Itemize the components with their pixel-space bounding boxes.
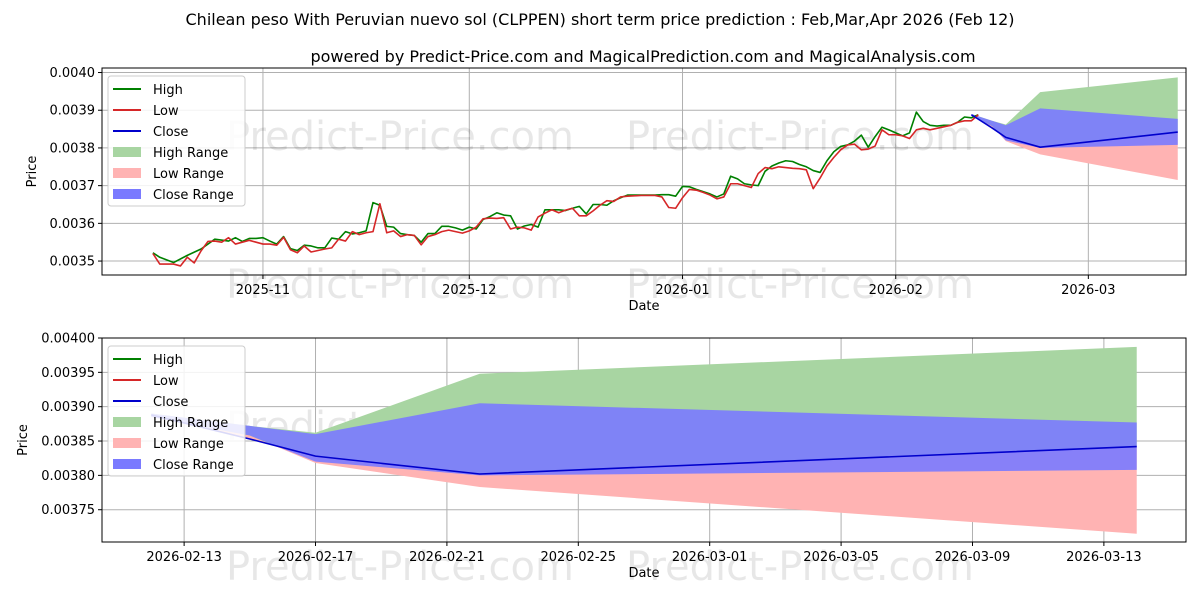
y-tick-label: 0.00375 [41, 503, 95, 518]
legend-box [107, 75, 246, 207]
plot-frame [101, 337, 1187, 543]
top-panel: Predict-Price.com Predict-Price.com Predic… [25, 66, 1187, 314]
legend-high-range-swatch [113, 147, 141, 157]
legend-close-range-swatch [113, 459, 141, 469]
x-tick-label: 2026-03-13 [1066, 550, 1142, 565]
legend-high-range-label: High Range [153, 416, 228, 431]
watermark: Predict-Price.com [226, 544, 574, 590]
legend-high-range-swatch [113, 417, 141, 427]
legend-close-range-label: Close Range [153, 188, 234, 203]
legend-low-label: Low [153, 374, 179, 389]
close-forecast-line [970, 114, 1178, 148]
legend: High Low Close High Range Low Range Close Ran… [107, 345, 246, 477]
watermark: Predict-Price.com [626, 544, 974, 590]
x-tick-label: 2026-03-09 [935, 550, 1011, 565]
x-tick-label: 2026-03-01 [672, 550, 748, 565]
x-tick-label: 2026-01 [655, 283, 709, 298]
legend-close-label: Close [153, 125, 188, 140]
y-axis-label: Price [16, 424, 31, 456]
x-tick-label: 2026-02-13 [146, 550, 222, 565]
y-tick-label: 0.00400 [41, 332, 95, 347]
x-tick-label: 2026-02-17 [278, 550, 354, 565]
x-tick-label: 2025-11 [236, 283, 290, 298]
y-tick-label: 0.0037 [50, 179, 96, 194]
legend-high-range-label: High Range [153, 146, 228, 161]
legend-low-range-swatch [113, 168, 141, 178]
legend-low-range-label: Low Range [153, 167, 224, 182]
y-tick-label: 0.0039 [50, 104, 96, 119]
watermark: Predict-Price.com [626, 262, 974, 308]
y-tick-label: 0.00380 [41, 469, 95, 484]
y-tick-label: 0.0040 [50, 66, 96, 81]
legend-low-range-swatch [113, 438, 141, 448]
chart-subtitle: powered by Predict-Price.com and Magical… [310, 47, 975, 66]
y-tick-label: 0.0035 [50, 255, 96, 270]
x-tick-label: 2025-12 [442, 283, 496, 298]
watermark: Predict-Price.com [226, 262, 574, 308]
low-series-line [152, 114, 979, 267]
legend: High Low Close High Range Low Range Close Ran… [107, 75, 246, 207]
x-tick-label: 2026-02-21 [409, 550, 485, 565]
legend-box [107, 345, 246, 477]
legend-low-label: Low [153, 104, 179, 119]
x-tick-label: 2026-02 [869, 283, 923, 298]
watermark: Predict-Price.com [626, 114, 974, 160]
y-tick-label: 0.00385 [41, 435, 95, 450]
x-axis-label: Date [628, 299, 659, 314]
x-axis-label: Date [628, 566, 659, 581]
low-range-band [151, 414, 1137, 534]
plot-frame [101, 67, 1187, 276]
x-tick-label: 2026-02-25 [541, 550, 617, 565]
x-tick-label: 2026-03-05 [803, 550, 879, 565]
low-range-band [971, 114, 1178, 180]
y-tick-label: 0.00395 [41, 366, 95, 381]
legend-high-label: High [153, 353, 183, 368]
bottom-panel: Predict-Price.comPredict-Price.comPredic… [16, 332, 1187, 590]
legend-close-range-swatch [113, 189, 141, 199]
legend-low-range-label: Low Range [153, 437, 224, 452]
watermark: Predict-Price.com [226, 114, 574, 160]
legend-high-label: High [153, 83, 183, 98]
y-tick-label: 0.00390 [41, 400, 95, 415]
y-tick-label: 0.0038 [50, 141, 96, 156]
x-tick-label: 2026-03 [1061, 283, 1115, 298]
legend-close-range-label: Close Range [153, 458, 234, 473]
legend-close-label: Close [153, 395, 188, 410]
y-tick-label: 0.0036 [50, 217, 96, 232]
y-axis-label: Price [25, 156, 40, 188]
chart-title: Chilean peso With Peruvian nuevo sol (CL… [186, 10, 1015, 29]
